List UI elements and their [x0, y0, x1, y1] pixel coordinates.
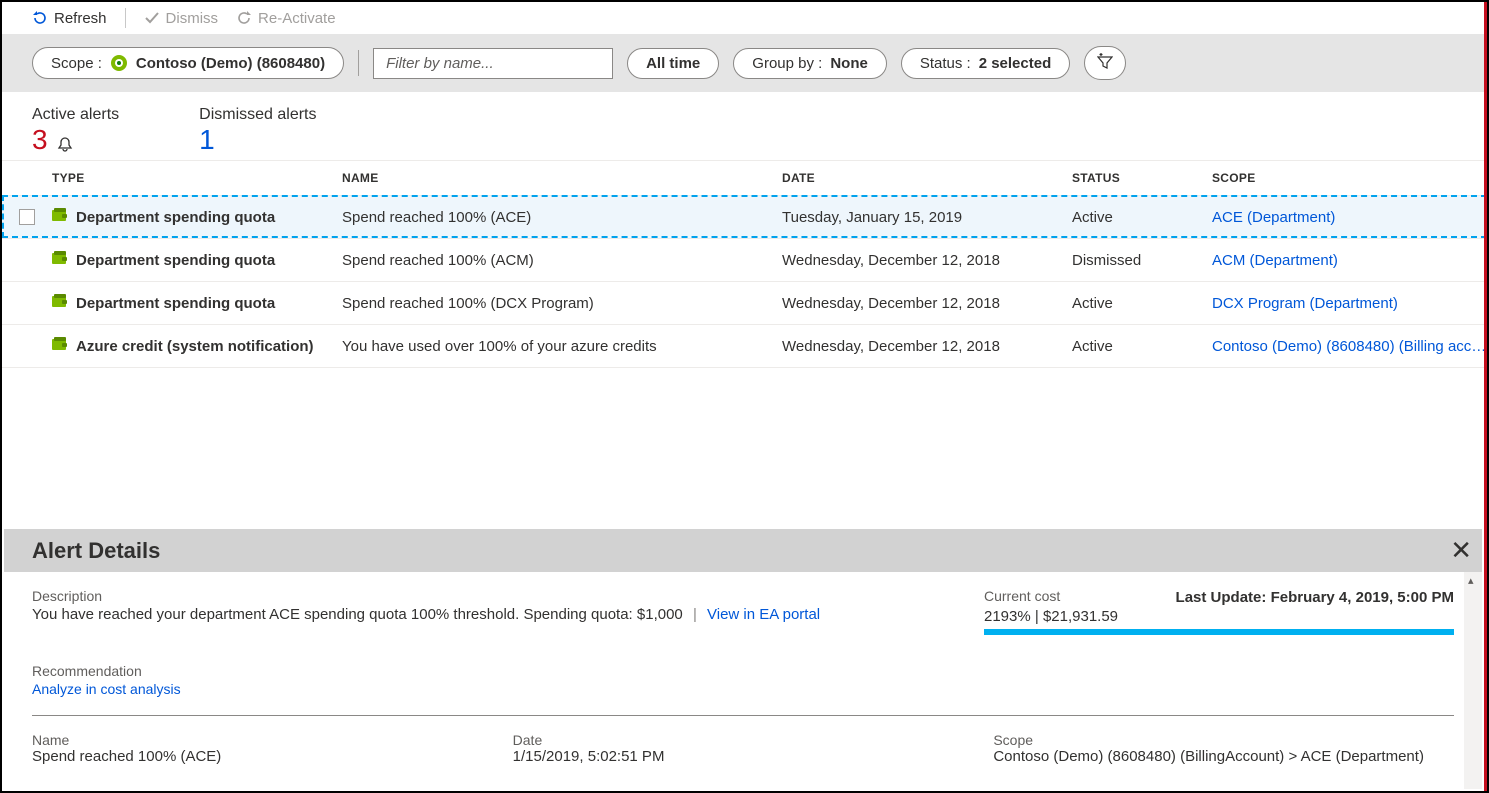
- wallet-icon: [52, 337, 68, 355]
- check-icon: [144, 10, 160, 26]
- refresh-label: Refresh: [54, 10, 107, 27]
- status-prefix: Status :: [920, 55, 971, 72]
- status-pill[interactable]: Status : 2 selected: [901, 48, 1070, 79]
- grid-header: TYPE NAME DATE STATUS SCOPE: [2, 161, 1487, 195]
- dismiss-button[interactable]: Dismiss: [144, 10, 219, 27]
- scrollbar[interactable]: [1464, 572, 1482, 789]
- pipe: |: [693, 606, 697, 623]
- command-bar: Refresh Dismiss Re-Activate: [2, 2, 1487, 34]
- table-row[interactable]: Department spending quota Spend reached 1…: [2, 281, 1487, 324]
- details-title: Alert Details: [32, 538, 160, 564]
- table-row[interactable]: Azure credit (system notification) You ha…: [2, 324, 1487, 367]
- detail-scope-value: Contoso (Demo) (8608480) (BillingAccount…: [993, 748, 1454, 765]
- reactivate-label: Re-Activate: [258, 10, 336, 27]
- scope-prefix: Scope :: [51, 55, 102, 72]
- filter-icon: [1097, 53, 1113, 73]
- active-alerts-block: Active alerts 3: [32, 106, 119, 154]
- scope-icon: [110, 54, 128, 72]
- view-ea-portal-link[interactable]: View in EA portal: [707, 606, 820, 623]
- bell-icon: [56, 131, 74, 149]
- detail-scope-label: Scope: [993, 732, 1454, 748]
- close-icon[interactable]: ✕: [1450, 535, 1472, 566]
- divider: [32, 715, 1454, 716]
- cost-progress-bar: [984, 629, 1454, 635]
- time-value: All time: [646, 55, 700, 72]
- add-filter-button[interactable]: [1084, 46, 1126, 80]
- recommendation-label: Recommendation: [32, 663, 1454, 679]
- refresh-icon: [32, 10, 48, 26]
- current-cost-value: 2193% | $21,931.59: [984, 608, 1454, 625]
- filter-bar: Scope : Contoso (Demo) (8608480) All tim…: [2, 34, 1487, 92]
- last-update-value: February 4, 2019, 5:00 PM: [1271, 589, 1454, 606]
- col-status[interactable]: STATUS: [1072, 171, 1212, 185]
- row-type: Azure credit (system notification): [76, 338, 314, 355]
- row-status: Active: [1072, 295, 1212, 312]
- row-date: Wednesday, December 12, 2018: [782, 338, 1072, 355]
- last-update-label: Last Update:: [1176, 589, 1271, 606]
- description-label: Description: [32, 588, 944, 604]
- col-scope[interactable]: SCOPE: [1212, 171, 1487, 185]
- separator: [358, 50, 359, 76]
- row-date: Tuesday, January 15, 2019: [782, 209, 1072, 226]
- alerts-grid: TYPE NAME DATE STATUS SCOPE Department s…: [2, 160, 1487, 368]
- row-checkbox[interactable]: [19, 209, 35, 225]
- dismiss-label: Dismiss: [166, 10, 219, 27]
- row-scope-link[interactable]: ACE (Department): [1212, 209, 1487, 226]
- row-scope-link[interactable]: ACM (Department): [1212, 252, 1487, 269]
- alert-counters: Active alerts 3 Dismissed alerts 1: [2, 92, 1487, 160]
- status-value: 2 selected: [979, 55, 1052, 72]
- col-date[interactable]: DATE: [782, 171, 1072, 185]
- filter-name-input[interactable]: [373, 48, 613, 79]
- active-alerts-count: 3: [32, 126, 48, 154]
- scope-value: Contoso (Demo) (8608480): [136, 55, 325, 72]
- separator: [125, 8, 126, 28]
- groupby-prefix: Group by :: [752, 55, 822, 72]
- dismissed-alerts-count: 1: [199, 126, 215, 154]
- alert-details-panel: Alert Details ✕ Description You have rea…: [4, 529, 1482, 789]
- col-name[interactable]: NAME: [342, 171, 782, 185]
- refresh-button[interactable]: Refresh: [32, 10, 107, 27]
- row-scope-link[interactable]: Contoso (Demo) (8608480) (Billing accoun…: [1212, 338, 1487, 355]
- row-status: Active: [1072, 209, 1212, 226]
- wallet-icon: [52, 294, 68, 312]
- detail-date-label: Date: [513, 732, 974, 748]
- analyze-link[interactable]: Analyze in cost analysis: [32, 681, 1454, 697]
- row-name: Spend reached 100% (ACE): [342, 209, 782, 226]
- groupby-pill[interactable]: Group by : None: [733, 48, 887, 79]
- row-type: Department spending quota: [76, 252, 275, 269]
- groupby-value: None: [830, 55, 868, 72]
- detail-name-value: Spend reached 100% (ACE): [32, 748, 493, 765]
- undo-icon: [236, 10, 252, 26]
- details-header: Alert Details ✕: [4, 529, 1482, 572]
- row-name: Spend reached 100% (ACM): [342, 252, 782, 269]
- row-name: You have used over 100% of your azure cr…: [342, 338, 782, 355]
- wallet-icon: [52, 208, 68, 226]
- detail-name-label: Name: [32, 732, 493, 748]
- active-alerts-label: Active alerts: [32, 106, 119, 124]
- row-type: Department spending quota: [76, 209, 275, 226]
- time-pill[interactable]: All time: [627, 48, 719, 79]
- right-accent-bar: [1484, 2, 1487, 791]
- row-scope-link[interactable]: DCX Program (Department): [1212, 295, 1487, 312]
- table-row[interactable]: Department spending quota Spend reached 1…: [2, 238, 1487, 281]
- description-text: You have reached your department ACE spe…: [32, 606, 683, 623]
- current-cost-label: Current cost: [984, 588, 1060, 604]
- row-status: Dismissed: [1072, 252, 1212, 269]
- dismissed-alerts-block: Dismissed alerts 1: [199, 106, 316, 154]
- detail-date-value: 1/15/2019, 5:02:51 PM: [513, 748, 974, 765]
- row-date: Wednesday, December 12, 2018: [782, 295, 1072, 312]
- row-date: Wednesday, December 12, 2018: [782, 252, 1072, 269]
- scope-pill[interactable]: Scope : Contoso (Demo) (8608480): [32, 47, 344, 79]
- wallet-icon: [52, 251, 68, 269]
- reactivate-button[interactable]: Re-Activate: [236, 10, 336, 27]
- table-row[interactable]: Department spending quota Spend reached 1…: [2, 195, 1487, 238]
- dismissed-alerts-label: Dismissed alerts: [199, 106, 316, 124]
- row-status: Active: [1072, 338, 1212, 355]
- row-type: Department spending quota: [76, 295, 275, 312]
- row-name: Spend reached 100% (DCX Program): [342, 295, 782, 312]
- col-type[interactable]: TYPE: [52, 171, 342, 185]
